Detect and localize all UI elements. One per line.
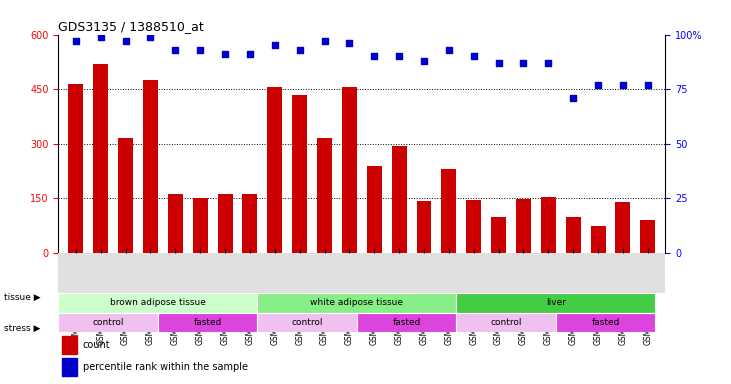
Point xyxy=(95,34,107,40)
Bar xyxy=(616,202,630,253)
Bar xyxy=(556,313,655,333)
Text: brown adipose tissue: brown adipose tissue xyxy=(110,298,206,307)
Bar xyxy=(58,293,257,313)
Bar xyxy=(417,201,431,253)
Bar xyxy=(257,313,357,333)
Point xyxy=(393,53,405,60)
Text: fasted: fasted xyxy=(591,318,620,327)
Bar xyxy=(292,94,307,253)
Bar xyxy=(158,313,257,333)
Point xyxy=(70,38,82,44)
Bar xyxy=(168,194,183,253)
Point xyxy=(468,53,480,60)
Bar xyxy=(456,293,655,313)
Point xyxy=(120,38,132,44)
Bar xyxy=(392,146,406,253)
Bar xyxy=(456,313,556,333)
Text: count: count xyxy=(83,340,110,350)
Bar xyxy=(257,293,456,313)
Text: fasted: fasted xyxy=(194,318,222,327)
Point xyxy=(194,47,206,53)
Point xyxy=(443,47,455,53)
Text: liver: liver xyxy=(546,298,566,307)
Bar xyxy=(640,220,655,253)
Point xyxy=(294,47,306,53)
Text: control: control xyxy=(292,318,323,327)
Bar xyxy=(442,169,456,253)
Text: percentile rank within the sample: percentile rank within the sample xyxy=(83,362,248,372)
Point xyxy=(319,38,330,44)
Bar xyxy=(58,313,158,333)
Bar xyxy=(218,194,232,253)
Bar xyxy=(541,197,556,253)
Bar xyxy=(342,88,357,253)
Point xyxy=(567,95,579,101)
Point xyxy=(145,34,156,40)
Bar xyxy=(491,217,506,253)
Bar xyxy=(243,194,257,253)
Bar xyxy=(61,336,77,354)
Point xyxy=(542,60,554,66)
Text: control: control xyxy=(491,318,522,327)
Text: fasted: fasted xyxy=(393,318,421,327)
Bar xyxy=(118,138,133,253)
Bar xyxy=(317,138,332,253)
Bar xyxy=(367,166,382,253)
Point xyxy=(418,58,430,64)
Bar xyxy=(466,200,481,253)
Bar xyxy=(357,313,456,333)
Point xyxy=(368,53,380,60)
Bar xyxy=(591,226,605,253)
Point xyxy=(493,60,504,66)
Point xyxy=(269,42,281,48)
Point xyxy=(244,51,256,57)
Point xyxy=(518,60,529,66)
Bar xyxy=(566,217,580,253)
Bar xyxy=(94,64,108,253)
Bar xyxy=(268,88,282,253)
Bar xyxy=(143,80,158,253)
Point xyxy=(592,82,604,88)
Bar xyxy=(516,199,531,253)
Point xyxy=(170,47,181,53)
Point xyxy=(344,40,355,46)
Point xyxy=(617,82,629,88)
Bar xyxy=(61,358,77,376)
Text: GDS3135 / 1388510_at: GDS3135 / 1388510_at xyxy=(58,20,204,33)
Point xyxy=(219,51,231,57)
Text: white adipose tissue: white adipose tissue xyxy=(311,298,404,307)
Text: tissue ▶: tissue ▶ xyxy=(4,293,40,302)
Bar xyxy=(193,199,208,253)
Point xyxy=(642,82,654,88)
Text: stress ▶: stress ▶ xyxy=(4,324,40,333)
Bar xyxy=(69,84,83,253)
Text: control: control xyxy=(92,318,124,327)
